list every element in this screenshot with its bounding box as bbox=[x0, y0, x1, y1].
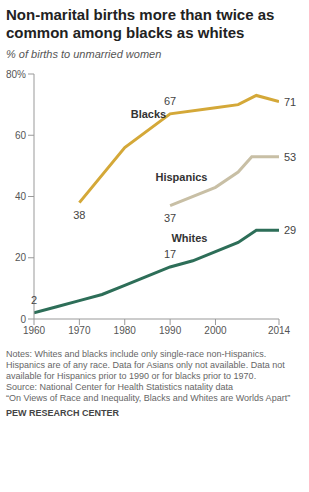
svg-text:37: 37 bbox=[164, 212, 176, 224]
svg-text:29: 29 bbox=[284, 224, 296, 236]
svg-text:53: 53 bbox=[284, 151, 296, 163]
svg-text:Whites: Whites bbox=[171, 232, 207, 244]
svg-text:38: 38 bbox=[73, 209, 85, 221]
svg-text:20: 20 bbox=[15, 252, 27, 263]
svg-text:2000: 2000 bbox=[204, 325, 227, 336]
svg-text:1980: 1980 bbox=[114, 325, 137, 336]
svg-text:60: 60 bbox=[15, 130, 27, 141]
svg-text:Blacks: Blacks bbox=[131, 108, 166, 120]
html-text:PEW RESEARCH CENTER: PEW RESEARCH CENTER bbox=[6, 408, 119, 418]
svg-text:1960: 1960 bbox=[23, 325, 46, 336]
svg-text:67: 67 bbox=[164, 95, 176, 107]
svg-text:1970: 1970 bbox=[68, 325, 91, 336]
html-text:Non-marital births more than t: Non-marital births more than twice as co… bbox=[6, 6, 275, 41]
html-text:% of births to unmarried women: % of births to unmarried women bbox=[6, 48, 162, 60]
html-text:Source: National Center for He: Source: National Center for Health Stati… bbox=[6, 382, 234, 392]
svg-text:0: 0 bbox=[20, 314, 26, 325]
svg-text:80%: 80% bbox=[8, 69, 26, 80]
svg-text:40: 40 bbox=[15, 191, 27, 202]
svg-text:Hispanics: Hispanics bbox=[156, 171, 208, 183]
svg-text:71: 71 bbox=[284, 96, 296, 108]
svg-text:2014: 2014 bbox=[268, 325, 291, 336]
svg-text:2: 2 bbox=[31, 294, 37, 306]
html-text:Notes: Whites and blacks inclu: Notes: Whites and blacks include only si… bbox=[6, 349, 285, 381]
svg-text:17: 17 bbox=[164, 248, 176, 260]
html-text:“On Views of Race and Inequali: “On Views of Race and Inequality, Blacks… bbox=[6, 393, 291, 403]
svg-text:1990: 1990 bbox=[159, 325, 182, 336]
